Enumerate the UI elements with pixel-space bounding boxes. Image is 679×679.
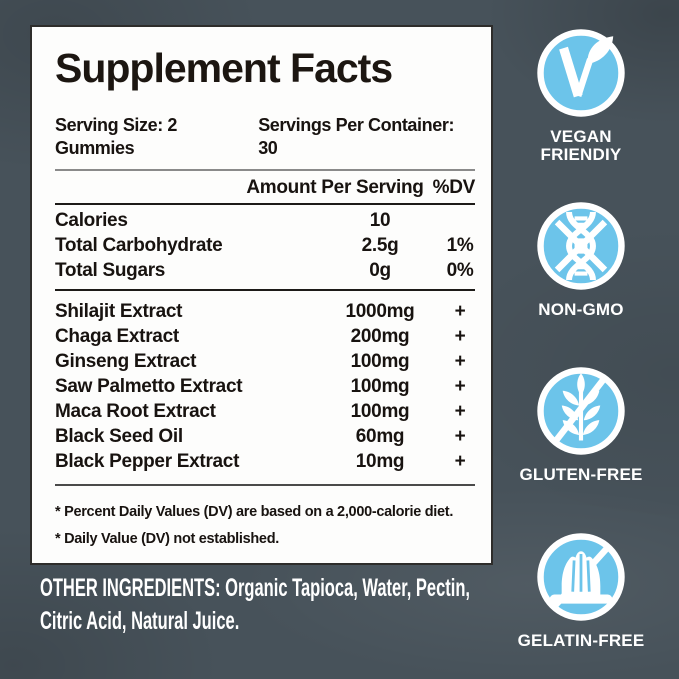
ingredient-name: Black Pepper Extract — [55, 451, 240, 472]
badge-label: GLUTEN-FREE — [516, 466, 646, 484]
gluten-free-icon — [537, 367, 625, 455]
ingredient-dv: + — [454, 401, 466, 422]
ingredient-amount: 10mg — [355, 451, 405, 472]
amount-header-label: Amount Per Serving — [246, 177, 424, 198]
ingredient-name: Black Seed Oil — [55, 426, 183, 447]
badge-gluten-free: GLUTEN-FREE — [516, 365, 646, 484]
nutrient-dv: 1% — [446, 235, 474, 256]
ingredient-amount: 100mg — [350, 351, 410, 372]
ingredient-dv: + — [454, 326, 466, 347]
table-row: Total Carbohydrate 2.5g 1% — [55, 233, 475, 258]
nutrient-name: Total Carbohydrate — [55, 235, 223, 256]
nutrient-dv — [445, 208, 475, 233]
table-row: Saw Palmetto Extract 100mg + — [55, 374, 475, 399]
gelatin-free-icon — [537, 533, 625, 621]
divider — [55, 484, 475, 486]
nutrient-amount: 0g — [369, 260, 391, 281]
ingredient-dv: + — [454, 376, 466, 397]
nutrient-dv: 0% — [446, 260, 474, 281]
ingredient-name: Shilajit Extract — [55, 301, 183, 322]
badge-label: VEGAN FRIENDIY — [516, 128, 646, 164]
badge-label-line: VEGAN — [550, 127, 612, 146]
badge-label: NON-GMO — [516, 301, 646, 319]
serving-size: Serving Size: 2 Gummies — [55, 115, 178, 158]
servings-per-container: Servings Per Container: 30 — [258, 115, 455, 158]
other-ingredients-line-1: OTHER INGREDIENTS: Organic Tapioca, Wate… — [40, 574, 471, 602]
divider — [55, 169, 475, 171]
footnote-dv-diet: * Percent Daily Values (DV) are based on… — [55, 504, 454, 520]
table-row: Black Pepper Extract 10mg + — [55, 449, 475, 474]
vegan-icon — [537, 29, 625, 117]
ingredient-amount: 100mg — [350, 376, 410, 397]
ingredient-name: Saw Palmetto Extract — [55, 376, 243, 397]
badge-label-line: FRIENDIY — [540, 145, 622, 164]
nutrients-table: Calories 10 Total Carbohydrate 2.5g 1% T… — [55, 208, 475, 283]
non-gmo-icon — [537, 202, 625, 290]
ingredients-table: Shilajit Extract 1000mg + Chaga Extract … — [55, 299, 475, 474]
serving-row: Serving Size: 2 Gummies Servings Per Con… — [55, 114, 475, 160]
table-row: Maca Root Extract 100mg + — [55, 399, 475, 424]
table-row: Shilajit Extract 1000mg + — [55, 299, 475, 324]
badge-label-line: NON-GMO — [538, 300, 624, 319]
ingredient-dv: + — [454, 426, 466, 447]
divider — [55, 203, 475, 205]
ingredient-dv: + — [454, 301, 466, 322]
footnote-dv-not-established: * Daily Value (DV) not established. — [55, 531, 279, 547]
badge-label: GELATIN-FREE — [516, 632, 646, 650]
panel-title: Supplement Facts — [55, 45, 393, 91]
nutrient-name: Total Sugars — [55, 260, 166, 281]
ingredient-dv: + — [454, 451, 466, 472]
table-row: Calories 10 — [55, 208, 475, 233]
supplement-facts-panel: Supplement Facts Serving Size: 2 Gummies… — [30, 25, 493, 565]
amount-per-serving-header: Amount Per Serving %DV — [55, 176, 475, 199]
other-ingredients-line-2: Citric Acid, Natural Juice. — [40, 607, 240, 635]
ingredient-name: Maca Root Extract — [55, 401, 216, 422]
nutrient-amount: 2.5g — [361, 235, 399, 256]
ingredient-amount: 100mg — [350, 401, 410, 422]
badge-gelatin-free: GELATIN-FREE — [516, 531, 646, 650]
table-row: Chaga Extract 200mg + — [55, 324, 475, 349]
badge-label-line: GLUTEN-FREE — [519, 465, 643, 484]
badge-label-line: GELATIN-FREE — [517, 631, 645, 650]
table-row: Black Seed Oil 60mg + — [55, 424, 475, 449]
table-row: Ginseng Extract 100mg + — [55, 349, 475, 374]
footnotes: * Percent Daily Values (DV) are based on… — [55, 499, 475, 553]
table-row: Total Sugars 0g 0% — [55, 258, 475, 283]
dv-header-label: %DV — [432, 177, 476, 198]
ingredient-dv: + — [454, 351, 466, 372]
nutrient-amount: 10 — [369, 210, 391, 231]
ingredient-name: Chaga Extract — [55, 326, 179, 347]
ingredient-amount: 200mg — [350, 326, 410, 347]
ingredient-name: Ginseng Extract — [55, 351, 197, 372]
badge-non-gmo: NON-GMO — [516, 200, 646, 319]
nutrient-name: Calories — [55, 210, 128, 231]
ingredient-amount: 60mg — [355, 426, 405, 447]
ingredient-amount: 1000mg — [345, 301, 415, 322]
other-ingredients: OTHER INGREDIENTS: Organic Tapioca, Wate… — [40, 572, 640, 638]
badge-vegan: VEGAN FRIENDIY — [516, 27, 646, 164]
divider — [55, 289, 475, 291]
